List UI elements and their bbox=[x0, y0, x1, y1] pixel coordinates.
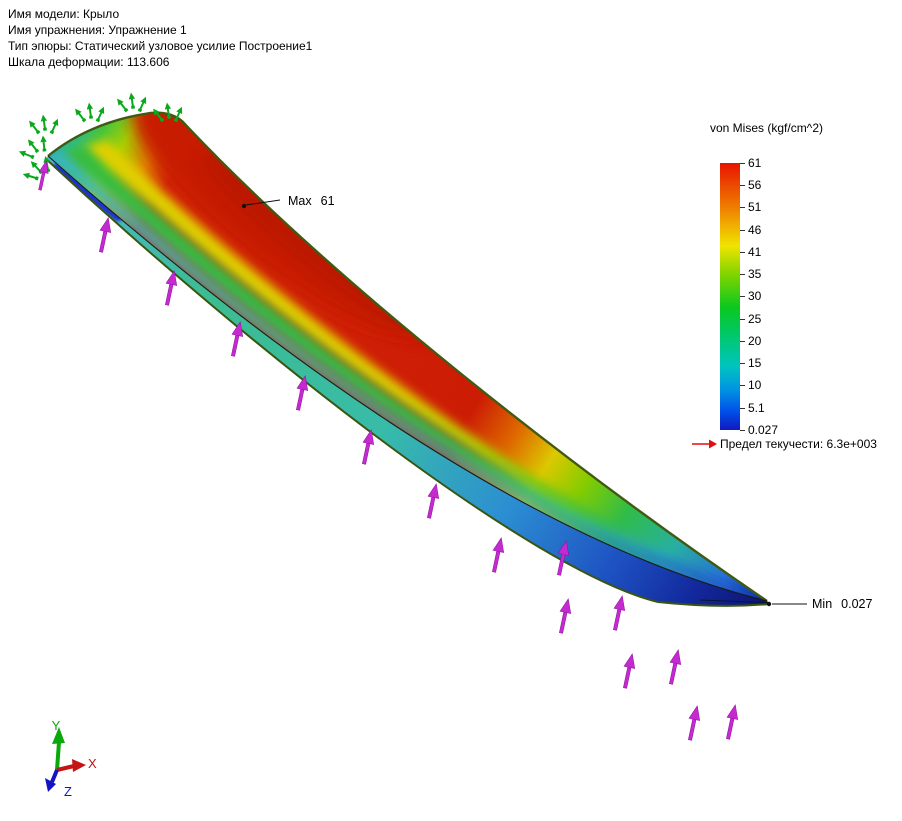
legend-tick: 5.1 bbox=[740, 401, 765, 415]
legend-tick: 35 bbox=[740, 267, 761, 281]
load-arrow-icon[interactable] bbox=[423, 482, 442, 520]
legend-tick: 51 bbox=[740, 200, 761, 214]
fixture-icon[interactable] bbox=[73, 102, 107, 123]
orientation-triad[interactable]: Y X Z bbox=[45, 718, 97, 799]
z-axis-arrow bbox=[50, 769, 59, 783]
load-arrow-icon[interactable] bbox=[665, 648, 684, 686]
legend-tick: 30 bbox=[740, 289, 761, 303]
legend-colorbar bbox=[720, 163, 740, 430]
x-axis-arrow bbox=[56, 764, 75, 772]
legend-tick: 10 bbox=[740, 378, 761, 392]
min-annotation: Min 0.027 bbox=[766, 597, 872, 611]
x-axis-arrowhead bbox=[72, 759, 86, 772]
legend-tick: 61 bbox=[740, 156, 761, 170]
min-point-dot bbox=[766, 601, 772, 607]
legend-tick: 56 bbox=[740, 178, 761, 192]
legend-tick: 0.027 bbox=[740, 423, 778, 437]
x-axis-label: X bbox=[88, 756, 97, 771]
max-annotation: Max 61 bbox=[241, 194, 335, 209]
legend-tick: 25 bbox=[740, 312, 761, 326]
study-name-line: Имя упражнения: Упражнение 1 bbox=[8, 23, 187, 37]
max-point-dot bbox=[241, 203, 247, 209]
wing-model[interactable] bbox=[45, 61, 771, 607]
wing-leading-edge-line bbox=[47, 155, 768, 602]
load-arrow-icon[interactable] bbox=[684, 704, 703, 742]
deformation-scale-line: Шкала деформации: 113.606 bbox=[8, 55, 170, 69]
load-arrow-icon[interactable] bbox=[555, 597, 574, 635]
y-axis-arrow bbox=[55, 741, 61, 771]
yield-strength-label: Предел текучести: 6.3e+003 bbox=[720, 437, 877, 451]
min-annotation-text: Min 0.027 bbox=[812, 597, 872, 611]
load-arrow-icon[interactable] bbox=[722, 703, 741, 741]
load-arrows bbox=[35, 159, 741, 742]
yield-arrow-icon bbox=[692, 439, 717, 449]
fixture-icon[interactable] bbox=[115, 92, 149, 113]
legend-title: von Mises (kgf/cm^2) bbox=[710, 121, 823, 135]
wing-bottom-silhouette-edge bbox=[45, 158, 771, 607]
model-name-line: Имя модели: Крыло bbox=[8, 7, 120, 21]
max-annotation-text: Max 61 bbox=[288, 194, 335, 208]
load-arrow-icon[interactable] bbox=[609, 594, 628, 632]
max-leader-line bbox=[245, 199, 281, 206]
fixture-icon[interactable] bbox=[27, 114, 61, 135]
legend-tick: 15 bbox=[740, 356, 761, 370]
yield-strength-row: Предел текучести: 6.3e+003 bbox=[692, 437, 877, 451]
legend-tick: 20 bbox=[740, 334, 761, 348]
model-info-block: Имя модели: Крыло Имя упражнения: Упражн… bbox=[8, 6, 312, 70]
legend-tick: 46 bbox=[740, 223, 761, 237]
legend-tick: 41 bbox=[740, 245, 761, 259]
load-arrow-icon[interactable] bbox=[95, 216, 114, 254]
wing-tip-facet-line bbox=[699, 599, 769, 603]
load-arrow-icon[interactable] bbox=[35, 159, 51, 192]
z-axis-arrowhead bbox=[45, 778, 56, 792]
wing-outline-edge bbox=[47, 111, 768, 602]
z-axis-label: Z bbox=[64, 784, 72, 799]
load-arrow-icon[interactable] bbox=[488, 536, 507, 574]
plot-type-line: Тип эпюры: Статический узловое усилие По… bbox=[8, 39, 313, 53]
y-axis-arrowhead bbox=[52, 727, 65, 744]
load-arrow-icon[interactable] bbox=[619, 652, 638, 690]
y-axis-label: Y bbox=[52, 718, 61, 733]
